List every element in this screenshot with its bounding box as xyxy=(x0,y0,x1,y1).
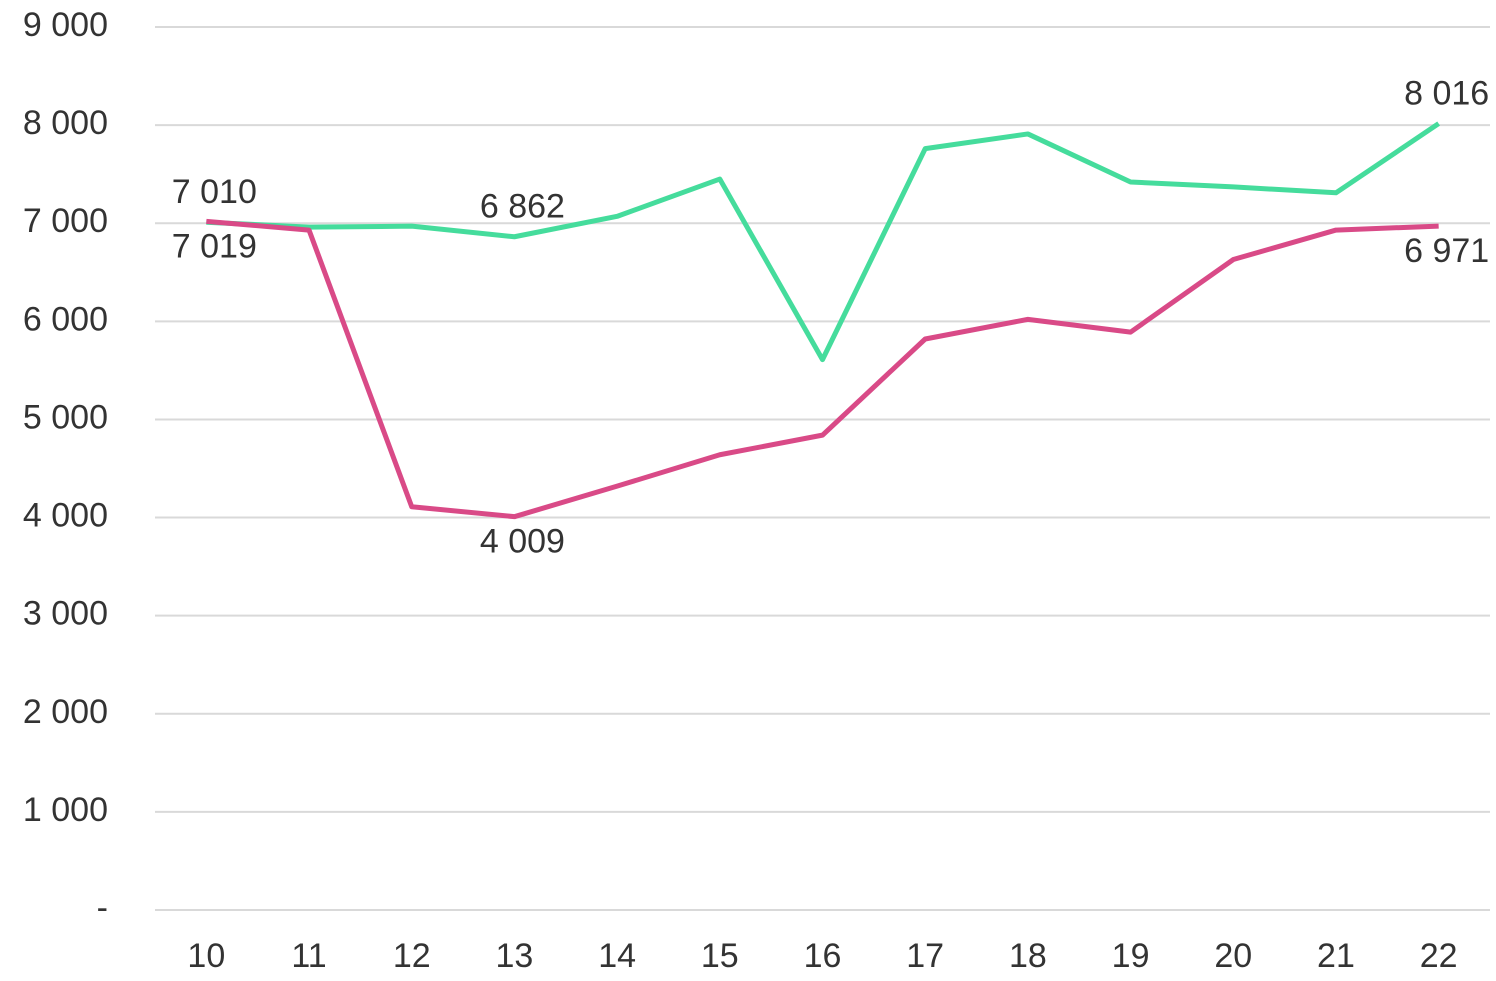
series-line xyxy=(206,121,1441,363)
x-tick-label: 20 xyxy=(1214,937,1252,975)
y-tick-label: 6 000 xyxy=(23,300,108,338)
x-tick-label: 19 xyxy=(1112,937,1150,975)
x-tick-label: 18 xyxy=(1009,937,1047,975)
x-tick-label: 14 xyxy=(598,937,636,975)
y-tick-label: 3 000 xyxy=(23,595,108,633)
data-label: 7 019 xyxy=(172,227,257,265)
y-tick-label: 4 000 xyxy=(23,497,108,535)
data-label: 6 862 xyxy=(480,188,565,226)
data-label: 6 971 xyxy=(1404,232,1489,270)
data-label: 8 016 xyxy=(1404,75,1489,113)
x-tick-label: 17 xyxy=(906,937,944,975)
data-label: 4 009 xyxy=(480,523,565,561)
x-tick-label: 21 xyxy=(1317,937,1355,975)
y-tick-label: 2 000 xyxy=(23,693,108,731)
x-tick-label: 10 xyxy=(187,937,225,975)
x-tick-label: 16 xyxy=(804,937,842,975)
y-tick-label: 5 000 xyxy=(23,398,108,436)
y-tick-label: 8 000 xyxy=(23,104,108,142)
y-tick-label: 7 000 xyxy=(23,202,108,240)
x-tick-label: 15 xyxy=(701,937,739,975)
series-line xyxy=(206,218,1439,520)
y-tick-label: - xyxy=(97,889,108,927)
data-label: 7 010 xyxy=(172,173,257,211)
x-tick-label: 13 xyxy=(496,937,534,975)
x-tick-label: 11 xyxy=(291,937,326,975)
x-tick-label: 22 xyxy=(1420,937,1458,975)
x-tick-label: 12 xyxy=(393,937,431,975)
y-tick-label: 9 000 xyxy=(23,6,108,44)
y-tick-label: 1 000 xyxy=(23,791,108,829)
